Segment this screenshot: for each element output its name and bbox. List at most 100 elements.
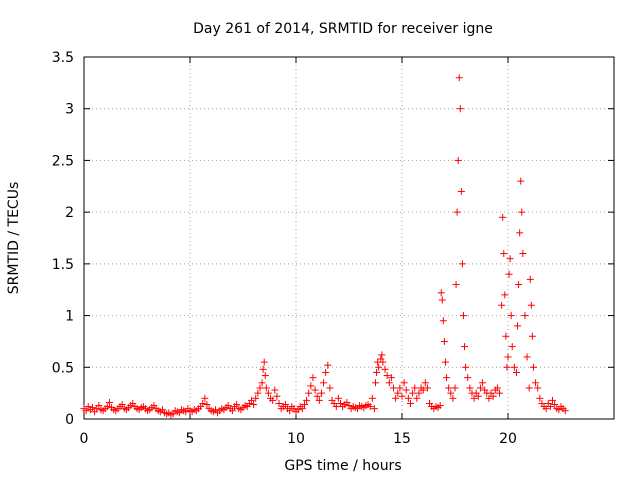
data-point <box>476 384 484 392</box>
data-point <box>499 213 507 221</box>
data-point <box>305 389 313 397</box>
data-point <box>479 379 487 387</box>
data-point <box>203 401 211 409</box>
data-point <box>447 389 455 397</box>
y-tick-label: 3 <box>65 102 74 118</box>
data-point <box>504 353 512 361</box>
data-point <box>501 291 509 299</box>
data-point <box>394 389 402 397</box>
data-point <box>259 365 267 373</box>
data-point <box>313 392 321 400</box>
data-point <box>322 368 330 376</box>
data-point <box>419 386 427 394</box>
data-point <box>366 403 374 411</box>
data-point <box>201 394 209 402</box>
data-point <box>454 156 462 164</box>
data-point <box>275 399 283 407</box>
data-point <box>458 260 466 268</box>
data-point <box>519 250 527 258</box>
data-point <box>103 403 111 411</box>
y-tick-label: 0.5 <box>52 360 74 376</box>
data-point <box>298 405 306 413</box>
data-point <box>507 312 515 320</box>
data-point <box>368 394 376 402</box>
data-point <box>262 384 270 392</box>
data-point <box>453 208 461 216</box>
plot-area-frame <box>83 56 615 420</box>
data-point <box>309 374 317 382</box>
data-point <box>461 343 469 351</box>
data-point <box>505 270 513 278</box>
x-axis-label: GPS time / hours <box>284 458 401 474</box>
data-point <box>332 403 340 411</box>
data-point <box>493 384 501 392</box>
data-point <box>373 368 381 376</box>
data-point <box>307 382 315 390</box>
data-point <box>528 332 536 340</box>
data-point <box>561 407 569 415</box>
data-point <box>260 358 268 366</box>
data-point <box>118 401 126 409</box>
data-point <box>518 208 526 216</box>
data-point <box>462 363 470 371</box>
data-point <box>498 301 506 309</box>
data-point <box>385 379 393 387</box>
data-point <box>549 396 557 404</box>
data-point <box>387 374 395 382</box>
x-tick-label: 0 <box>80 431 89 447</box>
data-point <box>88 404 96 412</box>
data-point <box>464 374 472 382</box>
data-point <box>250 401 258 409</box>
data-point <box>443 374 451 382</box>
data-point <box>500 250 508 258</box>
data-point <box>470 394 478 402</box>
data-point <box>536 394 544 402</box>
data-point <box>233 401 241 409</box>
data-point <box>381 365 389 373</box>
data-point <box>105 398 113 406</box>
axis-ticks: 0 0.5 1 1.5 2 2.5 3 3.5 0 5 10 15 20 <box>52 50 614 447</box>
data-point <box>320 379 328 387</box>
data-point <box>452 281 460 289</box>
data-point <box>396 384 404 392</box>
data-point <box>411 384 419 392</box>
data-point <box>440 337 448 345</box>
data-point <box>392 394 400 402</box>
data-point <box>438 296 446 304</box>
data-point <box>526 275 534 283</box>
data-point <box>247 396 255 404</box>
data-point <box>326 384 334 392</box>
data-point <box>258 379 266 387</box>
data-point <box>474 392 482 400</box>
data-point <box>82 407 90 415</box>
data-point <box>199 399 207 407</box>
data-point <box>525 384 533 392</box>
y-tick-label: 2.5 <box>52 153 74 169</box>
data-point <box>451 384 459 392</box>
data-point <box>485 394 493 402</box>
data-point <box>455 74 463 82</box>
data-point <box>398 392 406 400</box>
data-point <box>413 394 421 402</box>
data-point <box>529 363 537 371</box>
x-tick-label: 20 <box>499 431 517 447</box>
data-point <box>383 372 391 380</box>
data-point <box>324 361 332 369</box>
data-point <box>523 353 531 361</box>
data-point <box>445 384 453 392</box>
data-point <box>508 343 516 351</box>
data-point <box>378 351 386 359</box>
data-point <box>489 392 497 400</box>
data-point <box>441 358 449 366</box>
data-point <box>542 405 550 413</box>
y-axis-label: SRMTID / TECUs <box>6 182 22 295</box>
data-point <box>334 394 342 402</box>
data-point <box>406 399 414 407</box>
grid-lines <box>84 57 614 419</box>
data-point <box>421 379 429 387</box>
data-point <box>402 386 410 394</box>
data-point <box>286 407 294 415</box>
data-point <box>459 312 467 320</box>
data-point <box>317 389 325 397</box>
